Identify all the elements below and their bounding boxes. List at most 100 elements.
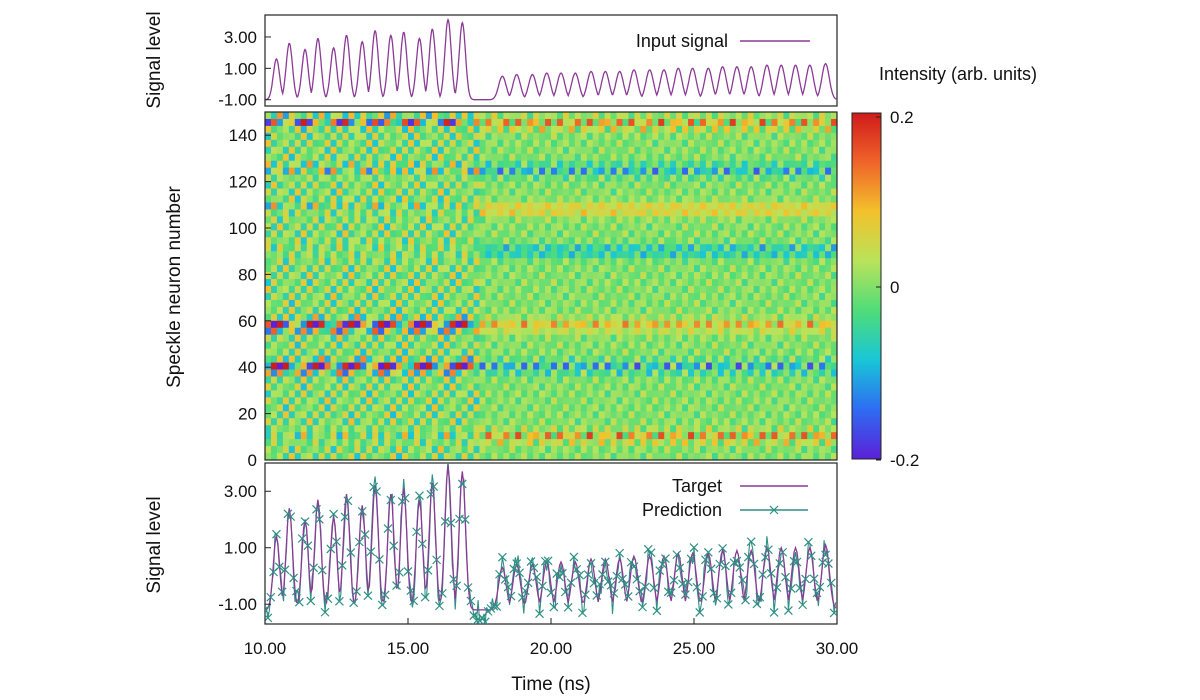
heatmap-cell xyxy=(461,369,468,377)
heatmap-cell xyxy=(324,453,331,461)
heatmap-cell xyxy=(580,320,588,329)
heatmap-cell xyxy=(682,425,689,433)
heatmap-cell xyxy=(604,188,611,196)
heatmap-cell xyxy=(670,209,677,217)
heatmap-cell xyxy=(741,202,749,210)
heatmap-cell xyxy=(646,174,653,182)
heatmap-cell xyxy=(449,453,457,461)
heatmap-cell xyxy=(699,341,707,350)
heatmap-cell xyxy=(443,453,451,461)
heatmap-cell xyxy=(807,272,814,280)
heatmap-cell xyxy=(354,383,361,391)
heatmap-cell xyxy=(765,348,772,356)
heatmap-cell xyxy=(294,292,302,301)
heatmap-cell xyxy=(294,167,302,176)
heatmap-cell xyxy=(276,181,284,189)
heatmap-cell xyxy=(449,404,457,412)
heatmap-cell xyxy=(694,244,701,252)
heatmap-cell xyxy=(473,188,480,196)
heatmap-cell xyxy=(628,265,635,273)
heatmap-cell xyxy=(503,348,510,356)
heatmap-cell xyxy=(825,313,832,322)
heatmap-cell xyxy=(378,244,385,252)
heatmap-cell xyxy=(455,292,463,301)
heatmap-cell xyxy=(402,397,409,405)
heatmap-cell xyxy=(556,258,564,266)
heatmap-cell xyxy=(556,411,564,419)
heatmap-cell xyxy=(753,272,760,280)
heatmap-cell xyxy=(646,432,653,440)
heatmap-cell xyxy=(819,265,826,273)
heatmap-cell xyxy=(276,453,284,461)
heatmap-cell xyxy=(640,216,647,224)
heatmap-cell xyxy=(652,334,659,343)
heatmap-cell xyxy=(515,397,522,405)
heatmap-cell xyxy=(306,160,314,169)
heatmap-cell xyxy=(306,362,314,370)
heatmap-cell xyxy=(604,265,611,273)
heatmap-cell xyxy=(807,174,814,182)
heatmap-cell xyxy=(694,279,701,287)
heatmap-cell xyxy=(670,146,677,155)
heatmap-cell xyxy=(288,334,296,343)
heatmap-cell xyxy=(509,425,516,433)
heatmap-cell xyxy=(521,139,528,148)
heatmap-cell xyxy=(265,369,272,377)
heatmap-cell xyxy=(265,376,272,384)
heatmap-cell xyxy=(282,188,290,196)
heatmap-cell xyxy=(324,181,331,189)
prediction-marker xyxy=(446,518,456,528)
heatmap-cell xyxy=(324,146,331,155)
heatmap-cell xyxy=(360,258,367,266)
heatmap-cell xyxy=(276,167,284,176)
heatmap-cell xyxy=(783,174,790,182)
heatmap-cell xyxy=(759,112,766,120)
heatmap-y-tick-label: 0 xyxy=(248,451,257,470)
prediction-marker xyxy=(569,552,579,562)
heatmap-cell xyxy=(515,362,522,370)
heatmap-cell xyxy=(300,341,308,350)
heatmap-cell xyxy=(682,202,689,210)
heatmap-cell xyxy=(265,230,272,238)
heatmap-cell xyxy=(598,369,606,377)
heatmap-cell xyxy=(461,432,468,440)
heatmap-cell xyxy=(485,432,492,440)
heatmap-cell xyxy=(789,313,796,322)
heatmap-cell xyxy=(801,258,808,266)
heatmap-cell xyxy=(634,272,641,280)
heatmap-cell xyxy=(533,439,540,447)
heatmap-cell xyxy=(306,237,314,245)
heatmap-cell xyxy=(568,369,576,377)
heatmap-cell xyxy=(360,432,367,440)
heatmap-cell xyxy=(348,209,355,217)
heatmap-cell xyxy=(443,258,451,266)
heatmap-cell xyxy=(527,279,534,287)
heatmap-cell xyxy=(431,181,439,189)
heatmap-cell xyxy=(568,146,576,155)
heatmap-cell xyxy=(765,125,772,134)
heatmap-cell xyxy=(652,146,659,155)
heatmap-cell xyxy=(306,299,314,308)
heatmap-cell xyxy=(789,292,796,301)
heatmap-cell xyxy=(628,334,635,343)
heatmap-cell xyxy=(735,195,743,203)
heatmap-cell xyxy=(306,167,314,176)
heatmap-cell xyxy=(366,341,373,350)
heatmap-cell xyxy=(765,299,772,308)
heatmap-cell xyxy=(807,132,814,141)
heatmap-cell xyxy=(408,272,415,280)
heatmap-cell xyxy=(396,341,403,350)
heatmap-cell xyxy=(485,202,492,210)
heatmap-cell xyxy=(479,320,486,329)
heatmap-cell xyxy=(437,313,445,322)
heatmap-cell xyxy=(556,272,564,280)
heatmap-cell xyxy=(312,327,320,336)
heatmap-cell xyxy=(640,348,647,356)
heatmap-cell xyxy=(568,432,576,440)
heatmap-cell xyxy=(825,251,832,259)
heatmap-cell xyxy=(390,258,397,266)
heatmap-cell xyxy=(282,244,290,252)
heatmap-cell xyxy=(616,432,623,440)
heatmap-cell xyxy=(765,209,772,217)
heatmap-cell xyxy=(562,223,570,231)
